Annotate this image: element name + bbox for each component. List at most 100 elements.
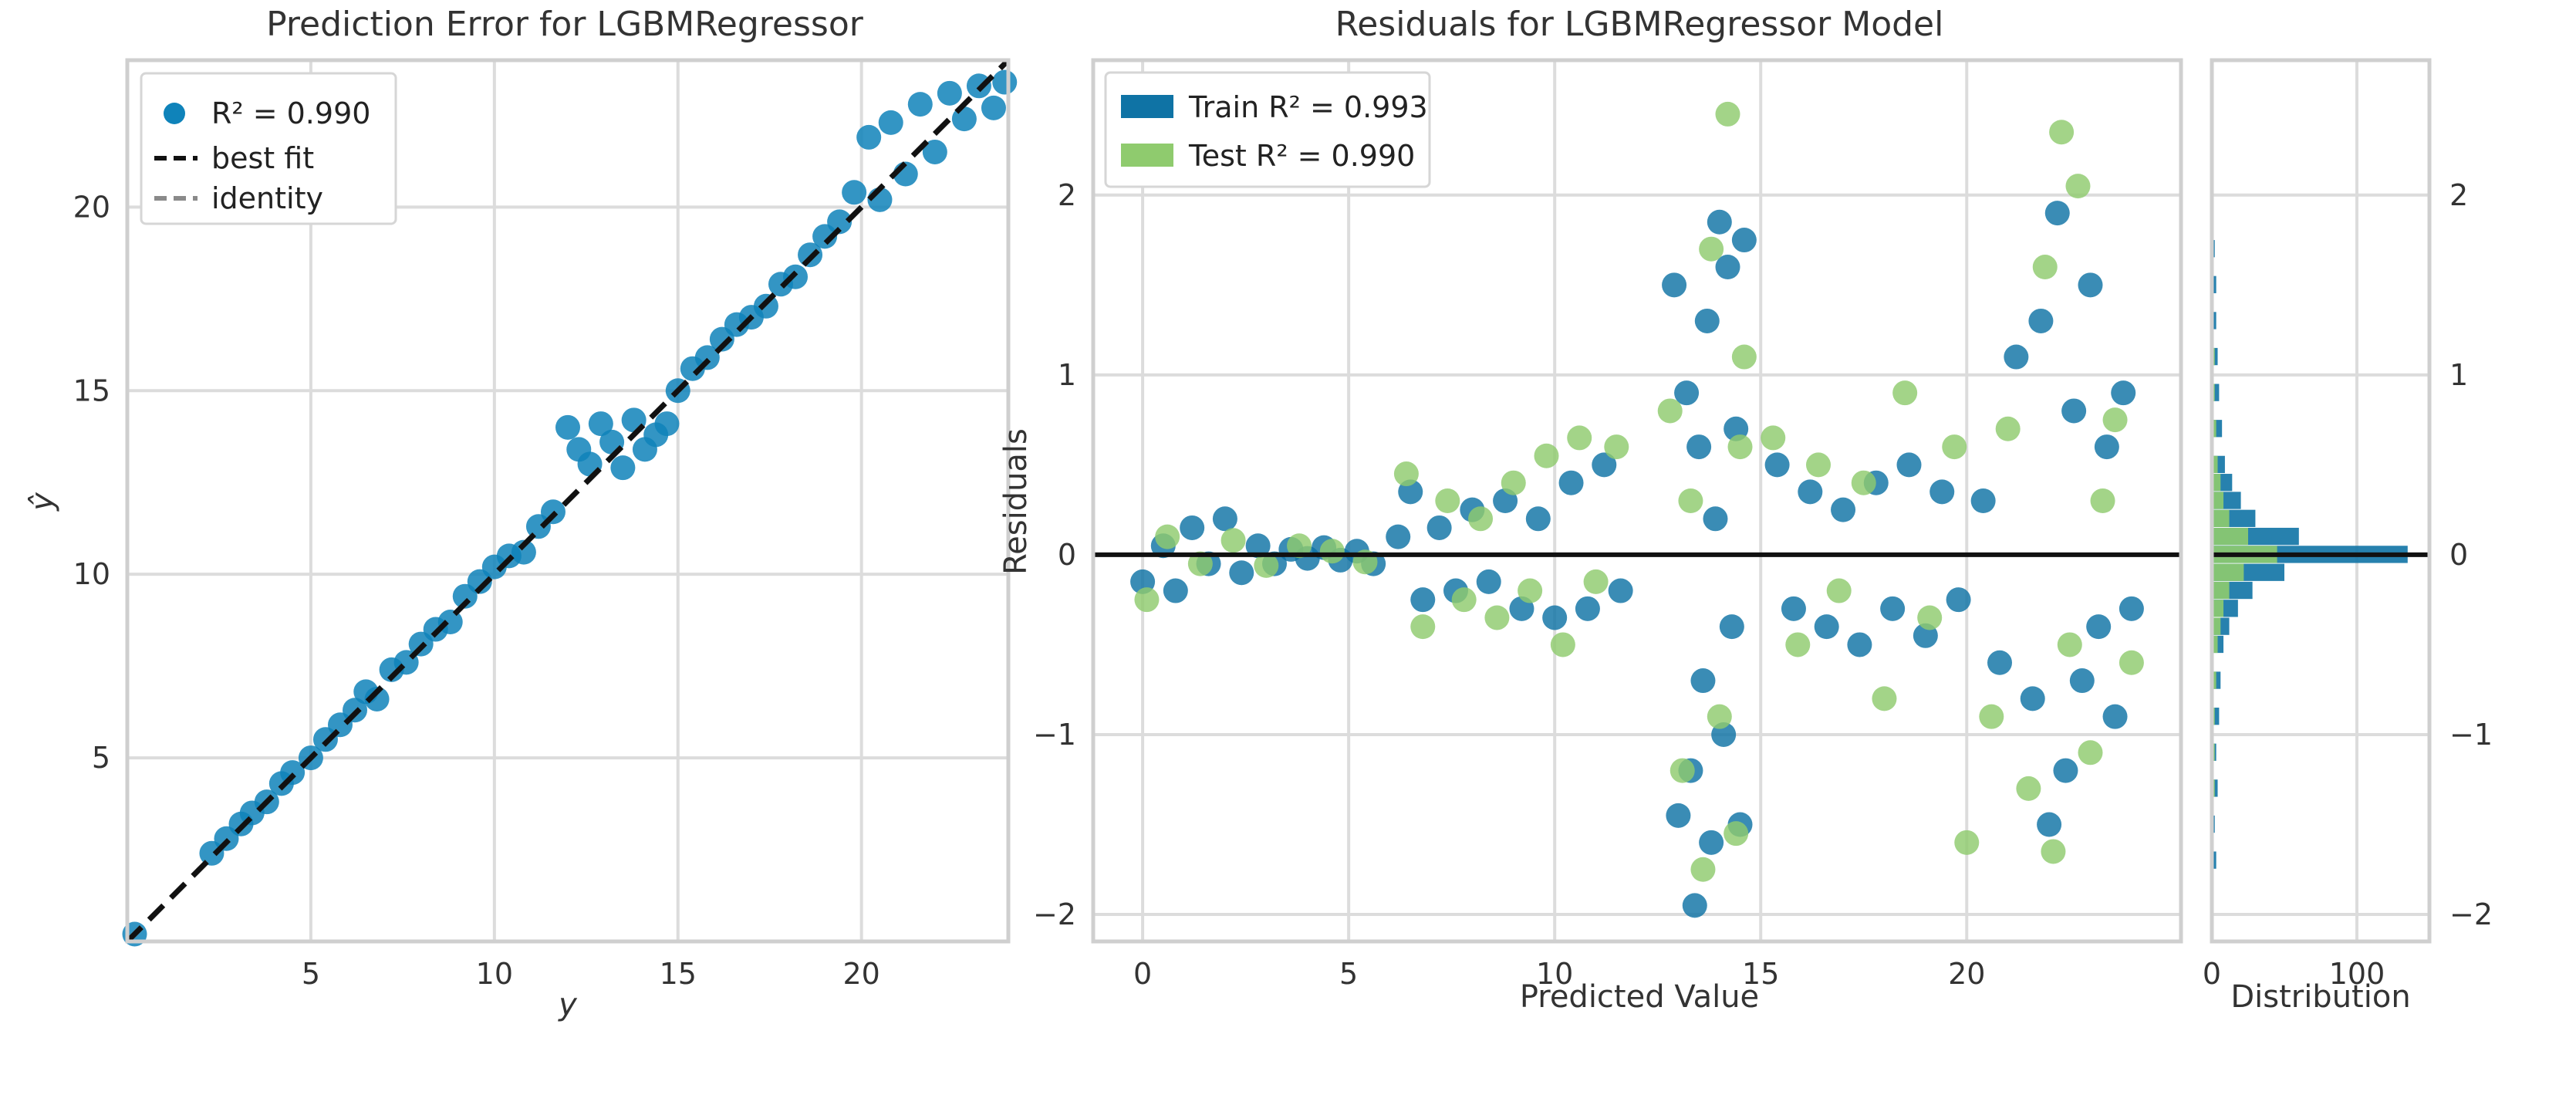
- residuals-title: Residuals for LGBMRegressor Model: [1335, 5, 1944, 44]
- test-residual-point: [1468, 506, 1494, 532]
- train-residual-point: [1686, 434, 1712, 460]
- train-residual-point: [1476, 569, 1501, 594]
- train-residual-point: [1592, 452, 1617, 478]
- train-residual-point: [1731, 228, 1757, 253]
- train-residual-point: [1229, 560, 1254, 586]
- x-tick-label: 10: [476, 957, 513, 991]
- prediction-point: [856, 124, 882, 150]
- y-tick-label: 1: [1058, 358, 1076, 392]
- prediction-point: [555, 414, 580, 440]
- residuals-ylabel: Residuals: [998, 428, 1034, 575]
- test-histogram-bar: [2212, 617, 2221, 635]
- test-residual-point: [1707, 704, 1732, 729]
- train-histogram-bar: [2212, 384, 2220, 401]
- train-histogram-bar: [2212, 851, 2216, 869]
- test-residual-point: [1583, 569, 1609, 594]
- train-residual-point: [1831, 497, 1856, 522]
- prediction-point: [878, 110, 903, 135]
- test-histogram-bar: [2212, 474, 2221, 492]
- distribution-ticks: 0 100 −2 −1 0 1 2: [2203, 178, 2493, 991]
- test-residual-point: [2057, 632, 2082, 657]
- test-histogram-bar: [2212, 420, 2216, 438]
- legend-train-label: Train R² = 0.993: [1188, 90, 1428, 124]
- test-residual-point: [1287, 533, 1312, 559]
- test-residual-point: [1954, 830, 1980, 855]
- prediction-point: [922, 139, 947, 164]
- prediction-error-legend: R² = 0.990 best fit identity: [140, 72, 397, 225]
- train-residual-point: [2044, 201, 2070, 226]
- train-residual-point: [1946, 587, 1971, 613]
- test-residual-point: [2049, 120, 2075, 145]
- train-residual-point: [1666, 803, 1691, 828]
- test-histogram-bar: [2212, 671, 2216, 689]
- train-residual-point: [1410, 587, 1436, 613]
- train-residual-point: [1719, 614, 1744, 640]
- residuals-frame: [1091, 58, 2183, 944]
- test-residual-point: [1187, 551, 1213, 576]
- train-residual-point: [1764, 452, 1790, 478]
- prediction-point: [827, 209, 852, 235]
- prediction-point: [511, 539, 536, 565]
- x-tick-label: 15: [1742, 957, 1779, 991]
- best-fit-line: [125, 58, 1011, 944]
- x-tick-label: 20: [842, 957, 879, 991]
- train-residual-point: [2028, 308, 2054, 333]
- residuals-grid: [1093, 60, 2181, 941]
- test-residual-point: [1534, 443, 1559, 468]
- test-residual-point: [1518, 578, 1543, 603]
- test-residual-point: [1715, 101, 1740, 127]
- test-residual-point: [1826, 578, 1852, 603]
- test-residual-point: [2041, 839, 2066, 864]
- test-residual-point: [2090, 488, 2115, 513]
- test-residual-point: [1393, 461, 1419, 487]
- train-histogram-bar: [2212, 671, 2221, 689]
- legend-identity-label: identity: [211, 181, 323, 215]
- y-tick-label: 5: [92, 741, 110, 775]
- train-residual-point: [1386, 524, 1411, 549]
- test-histogram-bar: [2212, 527, 2248, 546]
- test-histogram-bar: [2212, 492, 2224, 509]
- x-tick-label: 0: [2203, 957, 2221, 991]
- residuals-ticks: 0 5 10 15 20 −2 −1 0 1 2: [1033, 178, 1985, 991]
- x-tick-label: 10: [1536, 957, 1573, 991]
- test-residual-point: [2065, 174, 2091, 199]
- prediction-error-xlabel: y: [558, 987, 578, 1022]
- legend-r2-label: R² = 0.990: [211, 96, 370, 130]
- prediction-point: [654, 411, 680, 437]
- train-residual-point: [1880, 596, 1906, 621]
- prediction-error-ylabel: ŷ: [25, 492, 60, 512]
- train-residual-point: [1847, 632, 1872, 657]
- train-residual-point: [1212, 506, 1237, 532]
- test-residual-point: [1484, 605, 1510, 630]
- prediction-error-panel: Prediction Error for LGBMRegressor 5 10 15…: [25, 5, 1018, 1022]
- test-histogram-bar: [2212, 600, 2224, 617]
- prediction-point: [610, 455, 636, 481]
- train-residual-point: [1575, 596, 1600, 621]
- prediction-point: [907, 92, 933, 117]
- train-residual-point: [1542, 605, 1568, 630]
- train-residual-point: [1558, 470, 1584, 495]
- train-residual-point: [1707, 209, 1732, 235]
- test-residual-point: [1785, 632, 1811, 657]
- prediction-point: [992, 69, 1018, 95]
- test-histogram-bar: [2212, 635, 2218, 654]
- train-residual-point: [1781, 596, 1806, 621]
- train-residual-point: [1525, 506, 1551, 532]
- prediction-point: [364, 686, 390, 711]
- prediction-error-ticks: 5 10 15 20 5 10 15 20: [73, 190, 880, 991]
- distribution-xlabel: Distribution: [2230, 979, 2410, 1015]
- distribution-marks: [2212, 204, 2429, 869]
- prediction-point: [842, 180, 867, 205]
- train-residual-point: [1896, 452, 1922, 478]
- test-residual-point: [1731, 344, 1757, 370]
- test-residual-point: [1254, 553, 1279, 578]
- train-histogram-bar: [2212, 275, 2216, 293]
- train-histogram-bar: [2212, 312, 2216, 330]
- train-residual-point: [1699, 830, 1724, 855]
- y-tick-label: 2: [1058, 178, 1076, 212]
- y-tick-label: 2: [2449, 178, 2468, 212]
- legend-train-swatch: [1121, 95, 1173, 118]
- legend-box: [1104, 71, 1431, 188]
- train-residual-point: [1798, 479, 1823, 505]
- test-residual-point: [1699, 236, 1724, 262]
